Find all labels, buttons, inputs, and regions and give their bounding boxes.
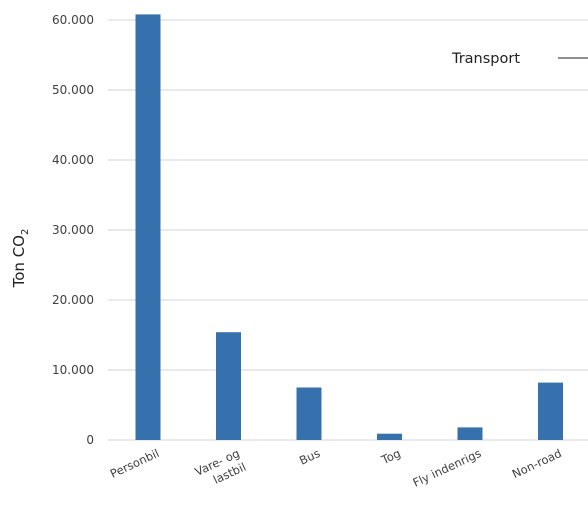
- x-tick-label: Vare- oglastbil: [193, 446, 249, 492]
- y-tick-label: 0: [86, 433, 94, 447]
- y-axis-title-subscript: 2: [20, 229, 31, 235]
- bar: [216, 332, 241, 440]
- x-tick-label: Personbil: [108, 446, 161, 481]
- y-tick-labels: 0 10.000 20.000 30.000 40.000 50.000 60.000: [52, 13, 94, 447]
- y-tick-label: 60.000: [52, 13, 94, 27]
- bar: [538, 382, 563, 440]
- legend: Transport: [451, 51, 588, 67]
- x-tick-labels: Personbil Vare- oglastbil Bus Tog Fly indenr…: [108, 446, 564, 492]
- grid-lines: [108, 19, 588, 441]
- bar: [135, 14, 161, 441]
- y-tick-label: 50.000: [52, 83, 94, 97]
- y-tick-label: 20.000: [52, 293, 94, 307]
- y-tick-label: 30.000: [52, 223, 94, 237]
- y-axis-title: Ton CO2: [10, 229, 31, 289]
- y-tick-label: 40.000: [52, 153, 94, 167]
- x-tick-label: Fly indenrigs: [411, 446, 484, 490]
- x-tick-label: Tog: [378, 446, 402, 467]
- y-tick-label: 10.000: [52, 363, 94, 377]
- bar: [296, 387, 322, 440]
- bar: [457, 427, 483, 440]
- bars: [135, 14, 563, 441]
- y-axis-title-main: Ton CO: [10, 235, 28, 288]
- legend-label: Transport: [451, 51, 520, 67]
- x-tick-label: Non-road: [510, 446, 564, 481]
- bar: [377, 433, 402, 440]
- x-tick-label: Bus: [297, 446, 322, 468]
